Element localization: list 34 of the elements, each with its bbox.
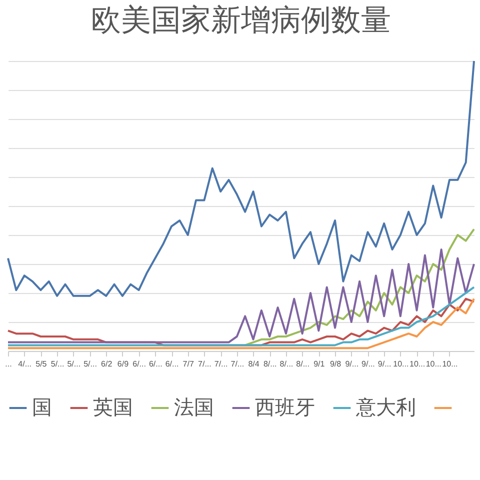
legend-label: 法国 [174,397,214,419]
x-tick-label: 7/... [230,360,244,368]
x-tick-label: 4/... [18,360,32,368]
x-tick-label: 7/... [198,360,212,368]
chart-title: 欧美国家新增病例数量 [91,4,391,37]
x-tick-label: 9/8 [330,360,342,368]
x-tick-label: 10... [426,360,442,368]
x-tick-label: 9/... [378,360,392,368]
x-tick-label: 8/4 [248,360,260,368]
legend-label: 国 [32,397,52,419]
x-tick-label: 6/... [148,360,162,368]
x-tick-label: 5/... [50,360,64,368]
legend-label: 西班牙 [255,397,315,419]
x-tick-label: 8/... [280,360,294,368]
x-tick-label: 6/... [165,360,179,368]
x-tick-label: ... [5,360,12,368]
x-tick-label: 10... [442,360,458,368]
x-tick-label: 10... [409,360,426,368]
x-tick-label: 5/... [67,360,81,368]
x-tick-label: 7/7 [182,360,194,368]
x-tick-label: 6/2 [101,360,113,368]
x-tick-label: 6/9 [117,360,130,368]
x-tick-label: 9/... [362,360,375,368]
legend-label: 英国 [93,397,133,419]
x-tick-label: 7/... [214,360,228,368]
x-tick-label: 10... [393,360,409,368]
x-tick-label: 9/1 [314,360,326,368]
x-tick-label: 8/... [263,360,277,368]
x-tick-label: 9/... [345,360,359,368]
x-tick-label: 8/... [296,360,310,368]
x-tick-label: 6/... [132,360,146,368]
x-tick-label: 5/5 [36,360,48,368]
x-tick-label: 5/... [84,360,97,368]
legend-label: 意大利 [355,397,416,419]
